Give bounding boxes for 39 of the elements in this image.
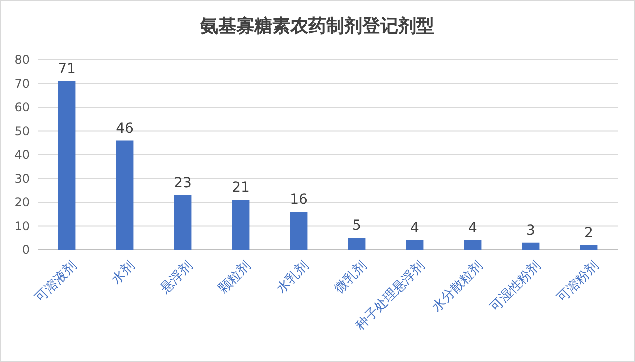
y-tick-label: 80 <box>14 53 30 68</box>
y-tick-label: 30 <box>14 172 30 186</box>
data-label: 23 <box>174 175 192 192</box>
y-tick-label: 40 <box>14 148 30 162</box>
bar <box>406 240 424 250</box>
data-label: 5 <box>352 218 362 234</box>
bar <box>174 195 192 250</box>
bar <box>348 238 366 250</box>
y-tick-label: 20 <box>14 196 30 210</box>
chart-title: 氨基寡糖素农药制剂登记剂型 <box>200 16 434 37</box>
data-label: 21 <box>232 180 250 196</box>
data-label: 71 <box>58 61 76 78</box>
x-tick-label: 颗粒剂 <box>215 258 254 297</box>
y-tick-label: 70 <box>14 76 30 91</box>
bar <box>58 81 76 250</box>
x-tick-label: 可湿性粉剂 <box>486 258 544 316</box>
data-label: 3 <box>526 222 536 239</box>
x-tick-label: 水分散粒剂 <box>428 258 486 316</box>
x-tick-label: 悬浮剂 <box>156 258 196 298</box>
data-label: 16 <box>290 192 308 208</box>
bar <box>232 200 250 250</box>
x-tick-label: 可溶液剂 <box>32 258 80 306</box>
x-tick-label: 可溶粉剂 <box>554 258 602 306</box>
y-tick-label: 50 <box>14 124 30 138</box>
y-tick-label: 0 <box>22 243 30 258</box>
y-tick-label: 10 <box>14 219 30 234</box>
y-tick-label: 60 <box>14 100 30 115</box>
bar <box>522 242 540 250</box>
data-label: 4 <box>410 220 420 236</box>
bar <box>580 245 598 250</box>
x-tick-label: 水剂 <box>108 258 138 288</box>
data-label: 2 <box>584 225 594 242</box>
bar <box>290 212 308 250</box>
bar <box>464 240 482 250</box>
bar <box>116 140 134 250</box>
x-tick-label: 微乳剂 <box>331 258 370 297</box>
data-label: 4 <box>468 220 478 236</box>
x-tick-label: 水乳剂 <box>273 258 312 297</box>
data-label: 46 <box>116 120 134 137</box>
